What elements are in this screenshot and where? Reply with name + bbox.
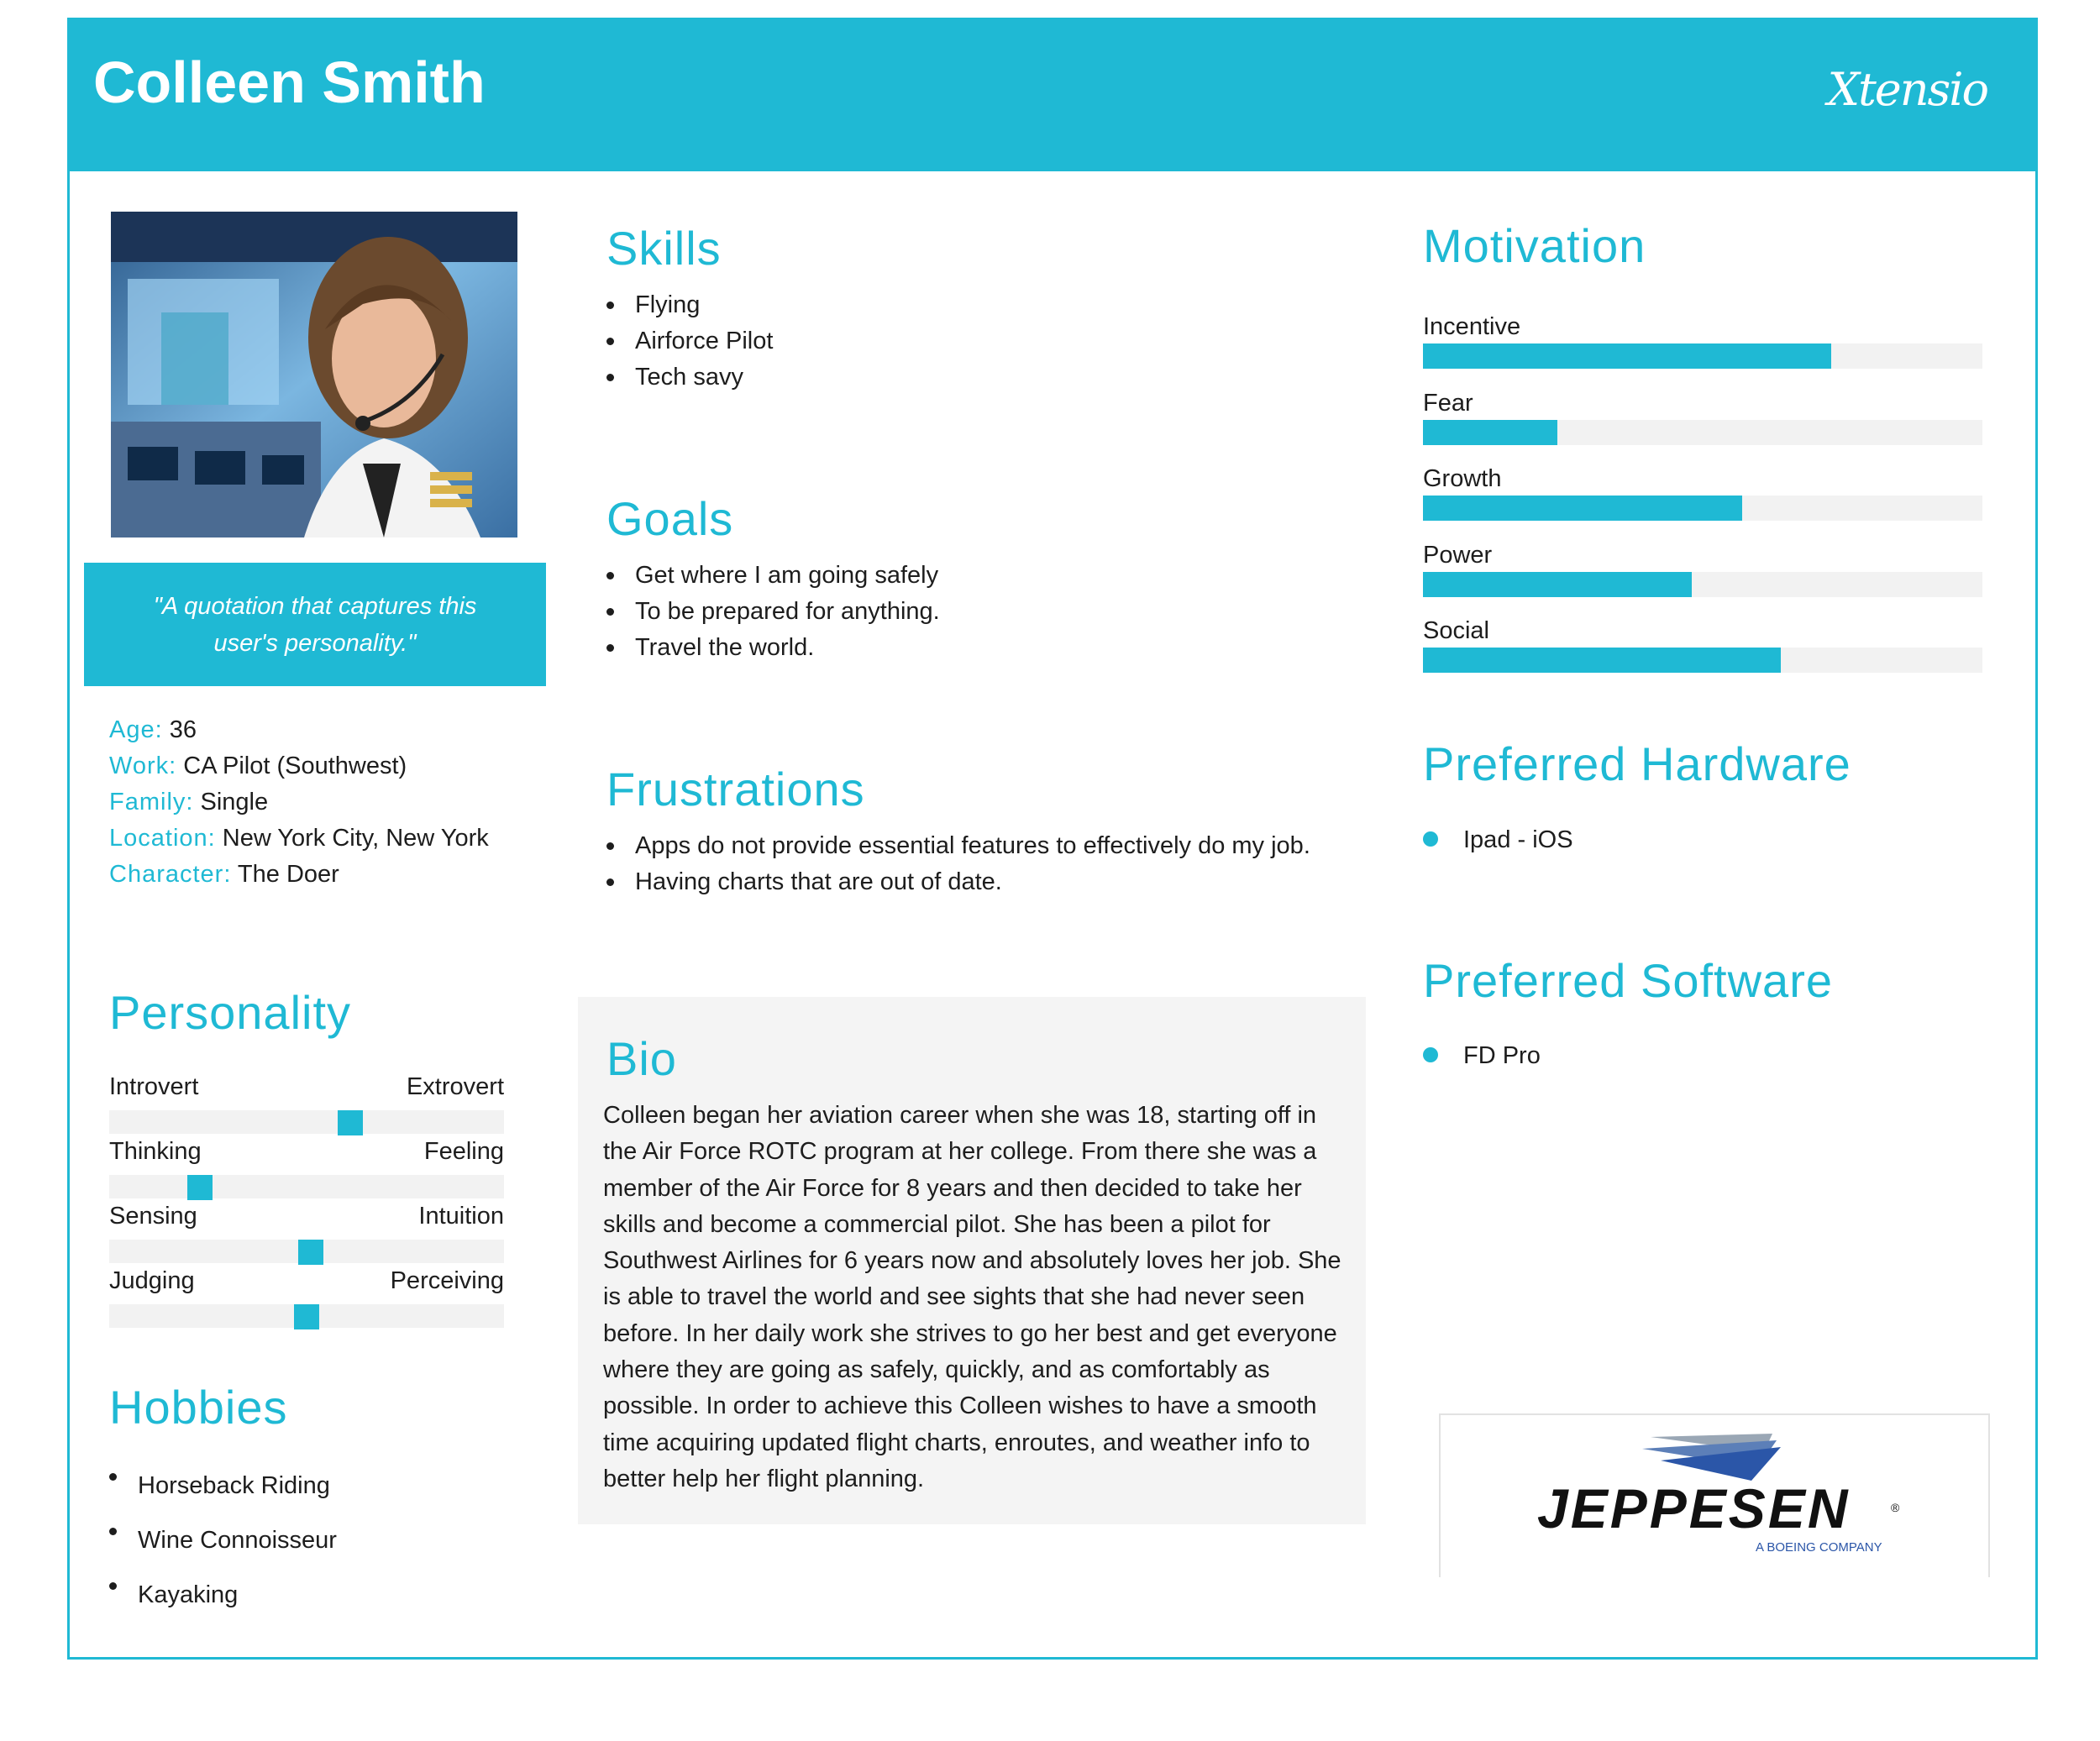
trait-track [109, 1175, 504, 1200]
motivation-track [1423, 420, 1982, 445]
fact-location: Location: New York City, New York [109, 825, 489, 852]
software-heading: Preferred Software [1423, 954, 1833, 1007]
fact-family: Family: Single [109, 789, 269, 815]
motivation-fill [1423, 420, 1557, 445]
list-item: Having charts that are out of date. [606, 864, 1329, 900]
bio-heading: Bio [606, 1032, 677, 1085]
persona-quote: "A quotation that captures this user's p… [84, 563, 546, 686]
logo-registered-mark: ® [1891, 1501, 1900, 1514]
goals-heading: Goals [606, 492, 734, 545]
header-banner: Colleen Smith Xtensio [67, 18, 2038, 171]
motivation-label: Incentive [1423, 313, 1521, 340]
motivation-fill [1423, 496, 1742, 521]
hardware-heading: Preferred Hardware [1423, 737, 1851, 790]
fact-age: Age: 36 [109, 716, 197, 743]
motivation-label: Fear [1423, 390, 1473, 417]
list-item: Tech savy [606, 359, 773, 396]
list-item: Kayaking [109, 1568, 337, 1623]
motivation-label: Growth [1423, 465, 1502, 492]
trait-right-label: Feeling [423, 1138, 504, 1165]
trait-right-label: Perceiving [390, 1267, 504, 1294]
brand-logo: Xtensio [1827, 63, 1989, 116]
trait-marker [337, 1110, 363, 1135]
skills-list: Flying Airforce Pilot Tech savy [606, 287, 773, 396]
trait-left-label: Introvert [109, 1073, 199, 1100]
motivation-heading: Motivation [1423, 219, 1646, 272]
trait-marker [187, 1175, 213, 1200]
pilot-photo-illustration [111, 212, 517, 538]
motivation-track [1423, 496, 1982, 521]
fact-work: Work: CA Pilot (Southwest) [109, 753, 407, 779]
trait-right-label: Intuition [418, 1203, 504, 1230]
list-item: Get where I am going safely [606, 558, 940, 594]
motivation-fill [1423, 343, 1832, 369]
frustrations-heading: Frustrations [606, 763, 865, 815]
personality-trait: Introvert Extrovert [109, 1073, 504, 1135]
personality-trait: Thinking Feeling [109, 1138, 504, 1200]
motivation-item: Social [1423, 617, 1982, 673]
fact-character: Character: The Doer [109, 861, 339, 888]
bio-text: Colleen began her aviation career when s… [603, 1102, 1341, 1492]
list-item: Travel the world. [606, 630, 940, 666]
trait-left-label: Judging [109, 1267, 195, 1294]
personality-trait: Sensing Intuition [109, 1203, 504, 1265]
trait-marker [294, 1304, 319, 1329]
persona-name: Colleen Smith [93, 50, 486, 115]
list-item: Ipad - iOS [1423, 826, 1573, 854]
jeppesen-logo-mark: JEPPESEN ® A BOEING COMPANY [1537, 1434, 1900, 1555]
frustrations-list: Apps do not provide essential features t… [606, 828, 1329, 900]
list-item: Flying [606, 287, 773, 323]
motivation-track [1423, 572, 1982, 597]
motivation-item: Power [1423, 542, 1982, 597]
motivation-item: Fear [1423, 390, 1982, 445]
list-item: Horseback Riding [109, 1459, 337, 1513]
list-item: Wine Connoisseur [109, 1513, 337, 1568]
list-item: Airforce Pilot [606, 323, 773, 359]
goals-list: Get where I am going safely To be prepar… [606, 558, 940, 666]
software-list: FD Pro [1423, 1042, 1541, 1070]
logo-wordmark: JEPPESEN [1537, 1477, 1851, 1539]
hobbies-heading: Hobbies [109, 1381, 288, 1434]
motivation-track [1423, 343, 1982, 369]
trait-track [109, 1240, 504, 1265]
motivation-label: Social [1423, 617, 1489, 644]
personality-heading: Personality [109, 986, 352, 1039]
motivation-label: Power [1423, 542, 1493, 569]
trait-left-label: Sensing [109, 1203, 197, 1230]
trait-track [109, 1304, 504, 1329]
motivation-track [1423, 648, 1982, 673]
trait-right-label: Extrovert [406, 1073, 504, 1100]
bio-panel: Bio Colleen began her aviation career wh… [578, 997, 1366, 1524]
motivation-item: Incentive [1423, 313, 1982, 369]
persona-facts: Age: 36 Work: CA Pilot (Southwest) Famil… [109, 712, 512, 893]
list-item: To be prepared for anything. [606, 594, 940, 630]
list-item: Apps do not provide essential features t… [606, 828, 1329, 864]
motivation-fill [1423, 648, 1782, 673]
list-item: FD Pro [1423, 1042, 1541, 1070]
trait-track [109, 1110, 504, 1135]
logo-tagline: A BOEING COMPANY [1756, 1540, 1882, 1555]
motivation-fill [1423, 572, 1692, 597]
personality-trait: Judging Perceiving [109, 1267, 504, 1329]
skills-heading: Skills [606, 222, 722, 275]
hardware-list: Ipad - iOS [1423, 826, 1573, 854]
motivation-item: Growth [1423, 465, 1982, 521]
persona-photo [111, 212, 517, 538]
trait-left-label: Thinking [109, 1138, 202, 1165]
hobbies-list: Horseback Riding Wine Connoisseur Kayaki… [109, 1459, 337, 1623]
trait-marker [297, 1240, 323, 1265]
company-logo: JEPPESEN ® A BOEING COMPANY [1439, 1413, 1990, 1577]
